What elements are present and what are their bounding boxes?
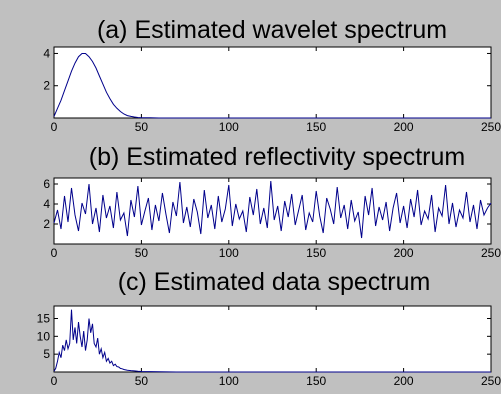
panel-c-axes — [53, 305, 492, 373]
panel-c-title: (c) Estimated data spectrum — [118, 268, 431, 296]
panel-b-xtick-label-1: 50 — [135, 246, 149, 260]
panel-c-ticks: 0 50 100 150 200 250 5 10 15 — [37, 306, 501, 388]
panel-b-series-line — [53, 180, 492, 239]
panel-c-xtick-label-4: 200 — [394, 374, 414, 388]
panel-c-ytick-label-1: 10 — [37, 329, 51, 343]
panel-b-ytick-label-2: 6 — [43, 177, 50, 191]
panel-a-xtick-label-5: 250 — [481, 120, 501, 134]
panel-b-title: (b) Estimated reflectivity spectrum — [89, 143, 466, 171]
panel-a-ticks: 0 50 100 150 200 250 2 4 — [43, 46, 501, 134]
panel-a-axes — [53, 46, 492, 119]
panel-c-xtick-label-3: 150 — [306, 374, 326, 388]
panel-a-series-line — [53, 53, 491, 119]
panel-a-ytick-label-0: 2 — [43, 79, 50, 93]
panel-b-ticks: 0 50 100 150 200 250 2 4 6 — [43, 177, 501, 260]
panel-c: (c) Estimated data spectrum 0 50 100 150 200… — [37, 268, 501, 388]
panel-c-xtick-label-1: 50 — [135, 374, 149, 388]
panel-b-xtick-label-5: 250 — [481, 246, 501, 260]
panel-c-xtick-label-5: 250 — [481, 374, 501, 388]
panel-a: (a) Estimated wavelet spectrum 0 50 100 150… — [43, 16, 501, 134]
panel-b-xtick-label-4: 200 — [394, 246, 414, 260]
panel-c-ytick-label-2: 15 — [37, 311, 51, 325]
panel-b-ytick-label-0: 2 — [43, 217, 50, 231]
panel-b-ytick-label-1: 4 — [43, 197, 50, 211]
panel-c-xtick-label-0: 0 — [51, 374, 58, 388]
panel-a-xtick-label-0: 0 — [51, 120, 58, 134]
panel-a-xtick-label-2: 100 — [219, 120, 239, 134]
panel-c-xtick-label-2: 100 — [219, 374, 239, 388]
panel-c-ytick-label-0: 5 — [43, 347, 50, 361]
panel-b: (b) Estimated reflectivity spectrum 0 50 1… — [43, 143, 501, 260]
panel-b-xtick-label-3: 150 — [306, 246, 326, 260]
panel-a-title: (a) Estimated wavelet spectrum — [97, 16, 447, 44]
panel-b-xtick-label-0: 0 — [51, 246, 58, 260]
panel-b-xtick-label-2: 100 — [219, 246, 239, 260]
panel-a-xtick-label-4: 200 — [394, 120, 414, 134]
panel-a-ytick-label-1: 4 — [43, 46, 50, 60]
panel-a-xtick-label-3: 150 — [306, 120, 326, 134]
panel-a-xtick-label-1: 50 — [135, 120, 149, 134]
panel-c-series-line — [53, 309, 491, 373]
